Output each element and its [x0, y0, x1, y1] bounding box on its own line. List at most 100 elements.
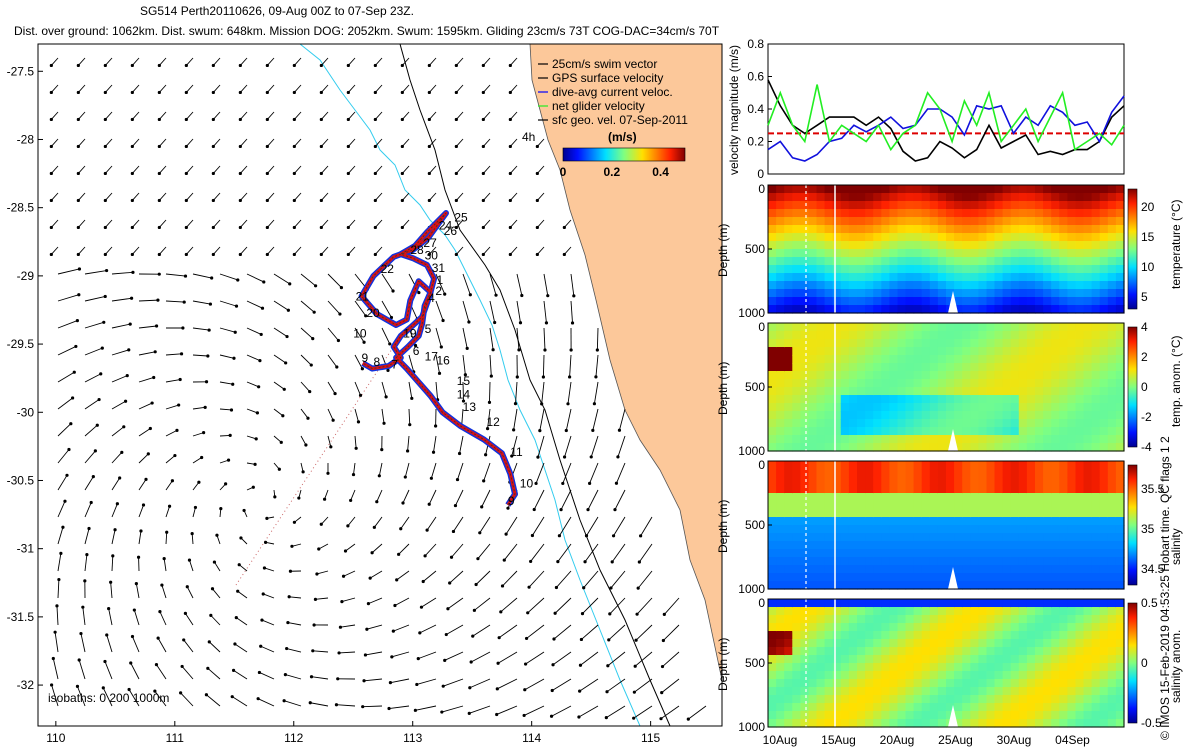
velocity-arrow: [300, 273, 316, 287]
velocity-arrow: [219, 381, 233, 385]
heatmap-cell: [921, 411, 931, 420]
heatmap-cell: [978, 671, 988, 680]
heatmap-cell: [1067, 663, 1077, 672]
heatmap-cell: [1059, 549, 1068, 558]
heatmap-cell: [881, 599, 890, 608]
velocity-arrow-head: [637, 560, 641, 564]
heatmap-cell: [913, 273, 923, 282]
heatmap-cell: [994, 435, 1004, 444]
heatmap-cell: [897, 719, 907, 728]
heatmap-cell: [1018, 363, 1028, 372]
heatmap-cell: [1083, 607, 1093, 616]
velocity-arrow: [381, 381, 387, 397]
heatmap-cell: [816, 217, 826, 226]
velocity-arrow-head: [76, 90, 80, 95]
heatmap-cell: [954, 541, 963, 550]
velocity-arrow: [348, 165, 356, 174]
velocity-arrow-head: [262, 566, 267, 570]
heatmap-cell: [1035, 419, 1044, 428]
velocity-arrow-head: [261, 592, 265, 596]
heatmap-cell: [1051, 615, 1060, 624]
heatmap-cell: [1035, 469, 1044, 478]
heatmap-cell: [808, 687, 818, 696]
heatmap-cell: [1018, 485, 1028, 494]
heatmap-cell: [1059, 201, 1068, 210]
heatmap-cell: [857, 525, 866, 534]
velocity-arrow: [132, 636, 140, 653]
heatmap-cell: [1035, 541, 1044, 550]
heatmap-cell: [768, 217, 777, 226]
heatmap-cell: [776, 663, 785, 672]
velocity-arrow: [390, 678, 410, 684]
heatmap-cell: [848, 703, 858, 712]
heatmap-cell: [929, 225, 939, 234]
heatmap-cell: [921, 265, 931, 274]
heatmap-cell: [986, 615, 996, 624]
heatmap-cell: [800, 217, 810, 226]
velocity-arrow-head: [400, 171, 404, 176]
heatmap-cell: [1035, 363, 1044, 372]
velocity-arrow: [77, 686, 86, 707]
heatmap-cell: [784, 387, 793, 396]
heatmap-cell: [768, 525, 777, 534]
velocity-arrow: [240, 138, 248, 147]
heatmap-cell: [792, 249, 801, 258]
heatmap-cell: [857, 395, 866, 404]
heatmap-cell: [1075, 533, 1085, 542]
heatmap-cell: [1091, 525, 1101, 534]
heatmap-cell: [857, 581, 866, 590]
heatmap-cell: [897, 355, 907, 364]
velocity-arrow-head: [157, 144, 161, 149]
heatmap-cell: [921, 193, 931, 202]
heatmap-cell: [873, 435, 882, 444]
date-tick: 25Aug: [938, 733, 973, 747]
heatmap-cell: [881, 225, 890, 234]
heatmap-cell: [929, 241, 939, 250]
heatmap-cell: [978, 469, 988, 478]
heatmap-cell: [1115, 241, 1125, 250]
heatmap-cell: [905, 541, 915, 550]
velocity-arrow: [192, 507, 196, 518]
velocity-arrow-head: [611, 534, 616, 538]
velocity-arrow-head: [346, 63, 350, 68]
heatmap-cell: [1067, 249, 1077, 258]
velocity-arrow: [456, 219, 464, 228]
heatmap-cell: [889, 639, 899, 648]
velocity-arrow: [138, 402, 153, 410]
velocity-arrow-head: [572, 294, 576, 298]
heatmap-cell: [857, 347, 866, 356]
heatmap-cell: [1083, 549, 1093, 558]
heatmap-cell: [937, 355, 947, 364]
heatmap-cell: [929, 193, 939, 202]
heatmap-cell: [881, 573, 890, 582]
velocity-series-line: [767, 79, 1125, 162]
heatmap-cell: [808, 501, 818, 510]
heatmap-cell: [1035, 443, 1044, 452]
heatmap-cell: [792, 485, 801, 494]
velocity-arrow: [132, 246, 140, 255]
heatmap-cell: [865, 623, 874, 632]
heatmap-cell: [1099, 501, 1109, 510]
velocity-arrow-head: [554, 585, 559, 590]
heatmap-cell: [1010, 225, 1020, 234]
heatmap-cell: [1002, 331, 1012, 340]
velocity-arrow-head: [535, 144, 539, 149]
heatmap-cell: [994, 419, 1004, 428]
heatmap-cell: [1067, 655, 1077, 664]
colorbar-tick: -2: [1141, 410, 1152, 424]
heatmap-cell: [1026, 687, 1036, 696]
heatmap-cell: [873, 623, 882, 632]
velocity-arrow-head: [346, 144, 350, 149]
velocity-arrow: [402, 219, 410, 228]
heatmap-cell: [800, 581, 810, 590]
heatmap-cell: [1067, 339, 1077, 348]
heatmap-cell: [1010, 281, 1020, 290]
heatmap-cell: [816, 493, 826, 502]
heatmap-cell: [978, 541, 988, 550]
heatmap-cell: [832, 647, 842, 656]
velocity-ytick: 0.8: [747, 37, 764, 51]
heatmap-cell: [1010, 201, 1020, 210]
heatmap-cell: [832, 615, 842, 624]
heatmap-cell: [1091, 631, 1101, 640]
heatmap-cell: [1026, 663, 1036, 672]
